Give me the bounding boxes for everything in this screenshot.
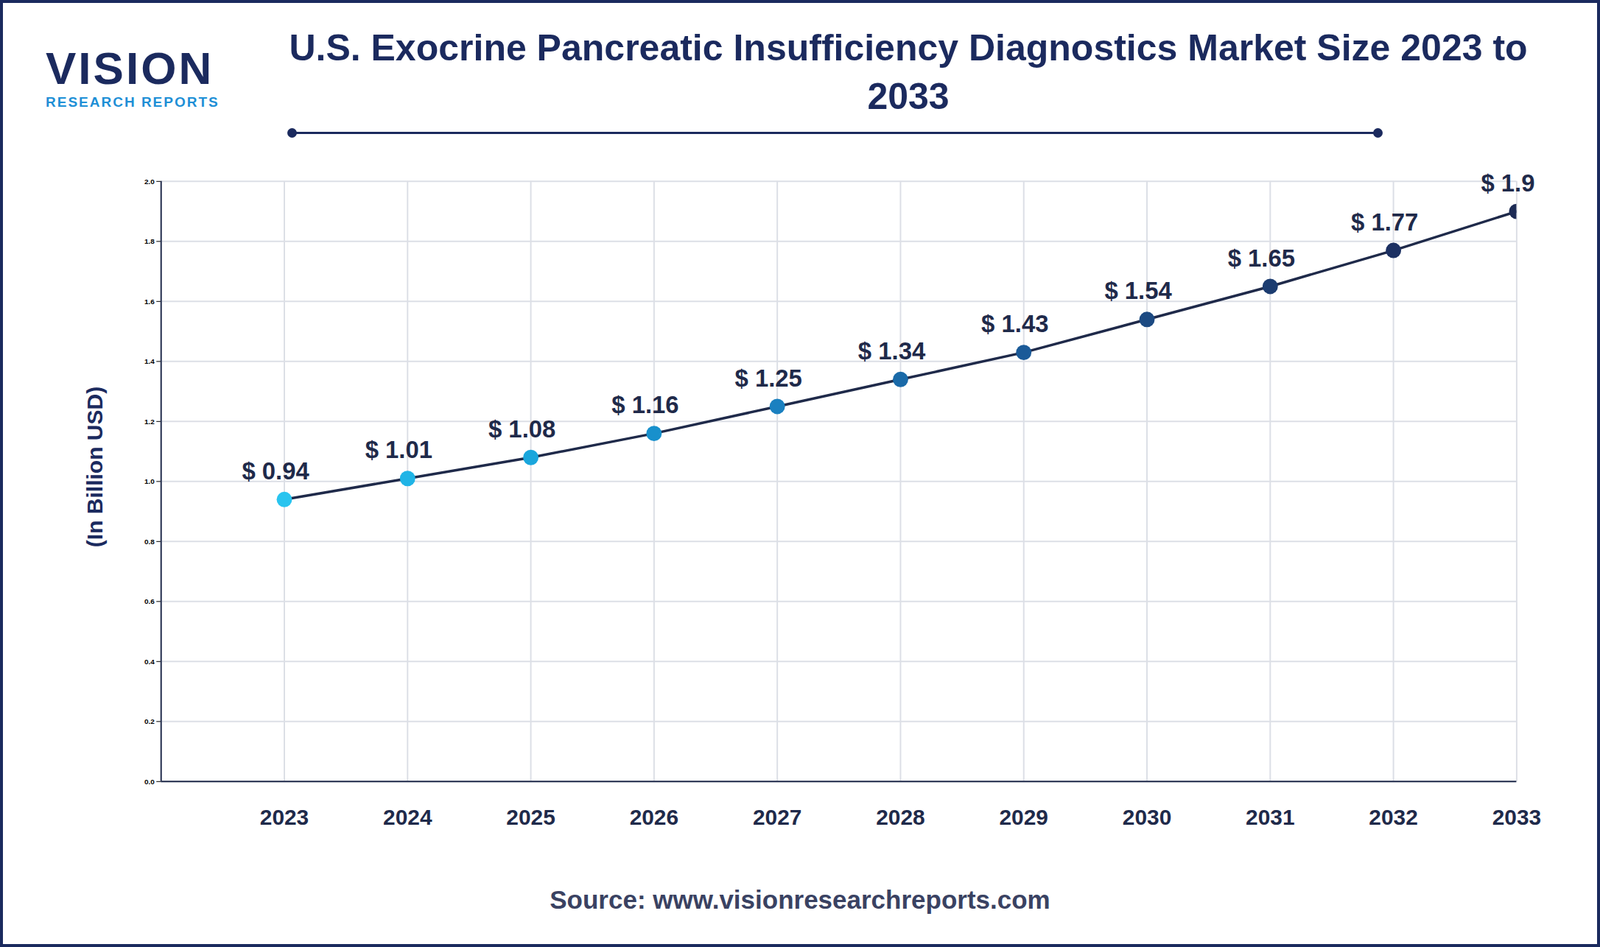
svg-text:1.0: 1.0 (144, 477, 155, 486)
svg-text:2024: 2024 (383, 805, 433, 830)
svg-text:0.4: 0.4 (144, 657, 155, 666)
svg-text:1.2: 1.2 (144, 417, 155, 426)
svg-text:$ 1.08: $ 1.08 (488, 415, 556, 443)
svg-text:$ 1.54: $ 1.54 (1104, 276, 1173, 305)
html-text:U.S. Exocrine Pancreatic Insuf: U.S. Exocrine Pancreatic Insufficiency D… (289, 27, 1528, 118)
svg-text:$ 1.9: $ 1.9 (1480, 169, 1535, 197)
svg-text:$ 1.16: $ 1.16 (611, 391, 679, 419)
svg-text:0.6: 0.6 (144, 597, 155, 606)
svg-text:2027: 2027 (752, 805, 802, 830)
svg-text:2026: 2026 (629, 805, 679, 830)
svg-text:$ 1.01: $ 1.01 (365, 436, 433, 464)
svg-text:2.0: 2.0 (144, 177, 155, 186)
svg-text:2032: 2032 (1368, 805, 1418, 830)
svg-text:0.0: 0.0 (144, 777, 155, 787)
svg-text:2025: 2025 (506, 805, 555, 830)
svg-text:$ 1.34: $ 1.34 (858, 337, 926, 365)
html-text:RESEARCH REPORTS: RESEARCH REPORTS (45, 94, 220, 110)
svg-text:0.8: 0.8 (144, 537, 155, 546)
svg-text:1.8: 1.8 (144, 237, 155, 246)
html-text:Source: www.visionresearchrepo: Source: www.visionresearchreports.com (549, 885, 1051, 915)
svg-text:2033: 2033 (1492, 805, 1542, 830)
svg-text:$ 0.94: $ 0.94 (241, 457, 310, 485)
html-text:VISION: VISION (45, 42, 214, 94)
svg-text:$ 1.43: $ 1.43 (981, 310, 1049, 338)
svg-text:2023: 2023 (260, 805, 309, 830)
html-text:(In Billion USD): (In Billion USD) (82, 386, 107, 548)
svg-text:$ 1.25: $ 1.25 (735, 364, 803, 392)
svg-text:0.2: 0.2 (144, 717, 155, 726)
svg-text:2030: 2030 (1122, 805, 1172, 830)
svg-text:1.6: 1.6 (144, 297, 155, 306)
svg-text:2028: 2028 (875, 805, 925, 830)
svg-text:2031: 2031 (1245, 805, 1295, 830)
svg-text:1.4: 1.4 (144, 357, 155, 366)
svg-text:$ 1.65: $ 1.65 (1227, 244, 1296, 272)
svg-text:$ 1.77: $ 1.77 (1351, 208, 1419, 236)
svg-text:2029: 2029 (999, 805, 1049, 830)
